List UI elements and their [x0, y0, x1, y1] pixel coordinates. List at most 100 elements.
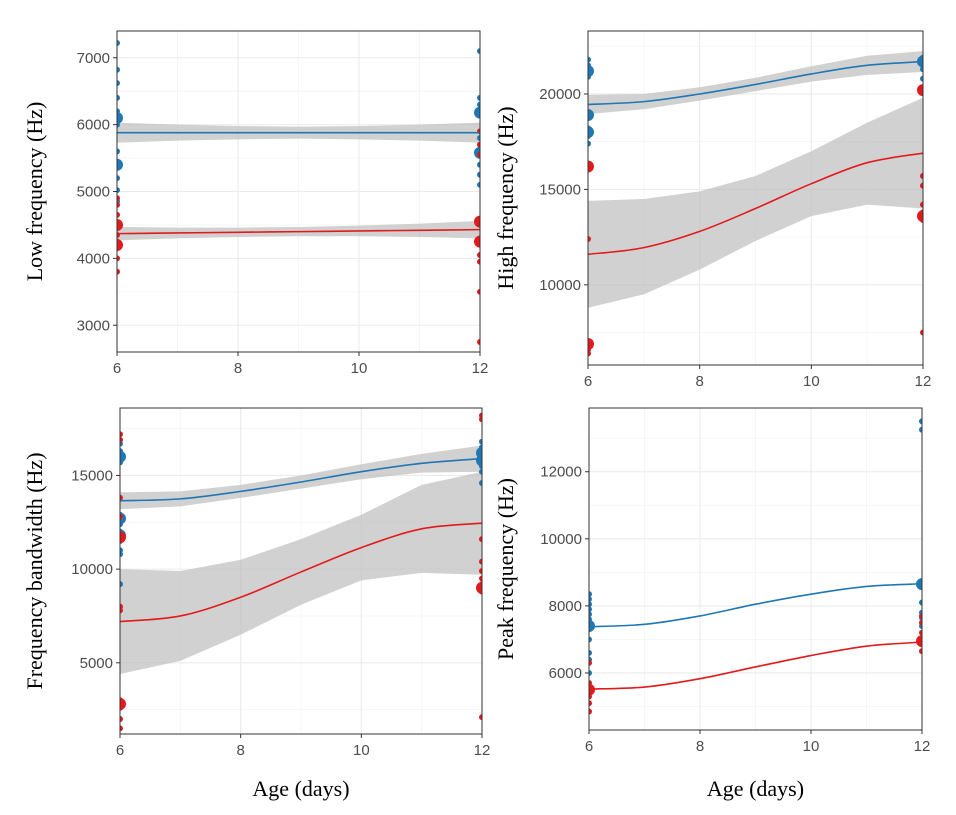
data-point-red: [117, 255, 120, 262]
y-tick-label: 5000: [80, 655, 113, 672]
data-point-blue: [477, 135, 480, 141]
data-point-red: [117, 211, 120, 218]
confidence-band-red: [117, 220, 480, 241]
y-tick-label: 10000: [539, 277, 581, 294]
data-point-blue: [919, 599, 922, 606]
data-point-blue: [117, 175, 120, 182]
data-point-red: [477, 258, 480, 265]
data-point-red: [117, 195, 120, 202]
data-point-blue: [920, 75, 923, 82]
data-point-large-red: [588, 160, 594, 173]
data-point-large-red: [916, 635, 922, 648]
panel-border: [587, 30, 924, 366]
data-point-large-red: [476, 581, 482, 594]
data-point-red: [117, 201, 120, 208]
data-point-blue: [479, 468, 482, 475]
data-point-blue: [919, 426, 922, 433]
data-point-red: [479, 558, 482, 565]
x-tick-label: 10: [351, 360, 368, 377]
data-point-red: [589, 708, 592, 715]
data-point-large-blue: [476, 454, 482, 467]
fit-line-red: [117, 228, 480, 235]
data-point-blue: [120, 551, 123, 558]
data-point-blue: [117, 94, 120, 101]
data-point-red: [588, 236, 591, 243]
data-point-red: [479, 575, 482, 582]
data-point-red: [479, 714, 482, 721]
y-tick-label: 10000: [540, 531, 582, 548]
fit-line-red: [589, 641, 922, 690]
data-point-blue: [589, 649, 592, 656]
y-axis-title: Peak frequency (Hz): [493, 478, 518, 660]
data-point-red: [477, 252, 480, 259]
data-point-red: [479, 416, 482, 423]
data-point-blue: [589, 669, 592, 676]
y-tick-label: 12000: [540, 464, 582, 481]
x-tick-label: 12: [472, 360, 489, 377]
data-point-large-red: [117, 239, 123, 251]
data-point-blue: [588, 140, 591, 147]
data-point-red: [120, 436, 123, 443]
data-point-red: [120, 431, 123, 438]
x-tick-label: 8: [234, 360, 242, 377]
x-tick-label: 6: [585, 738, 593, 755]
fit-line-blue: [589, 582, 922, 628]
y-tick-label: 20000: [539, 86, 581, 103]
fit-line-blue: [120, 457, 482, 502]
y-tick-label: 6000: [77, 117, 110, 134]
data-point-large-blue: [588, 126, 594, 139]
data-point-red: [920, 329, 923, 336]
x-axis-title: Age (days): [252, 776, 349, 801]
confidence-band-blue: [120, 445, 482, 510]
panel-frequency-bandwidth: 6 8 10 12 5000 10000 15000 Frequency bandwidth …: [22, 407, 490, 801]
data-point-large-blue: [474, 106, 480, 119]
fit-line-red: [588, 152, 923, 256]
data-point-blue: [479, 438, 482, 445]
x-tick-label: 8: [696, 738, 704, 755]
data-point-red: [919, 648, 922, 655]
data-point-blue: [919, 418, 922, 425]
fit-line-red: [120, 522, 482, 623]
data-point-blue: [117, 66, 120, 73]
data-point-large-blue: [120, 450, 126, 463]
x-tick-label: 10: [803, 738, 820, 755]
y-tick-label: 3000: [77, 317, 110, 334]
data-point-blue: [479, 479, 482, 486]
data-point-red: [920, 173, 923, 180]
data-point-large-red: [588, 338, 594, 351]
data-point-blue: [589, 636, 592, 643]
y-axis-title: Low frequency (Hz): [22, 102, 47, 282]
data-point-blue: [117, 187, 120, 194]
data-point-red: [120, 513, 123, 520]
x-axis-title: Age (days): [707, 776, 804, 801]
data-point-blue: [589, 591, 592, 598]
data-point-blue: [477, 101, 480, 108]
fit-line-blue: [588, 60, 923, 106]
plot-area: [588, 51, 923, 357]
data-point-large-red: [120, 698, 126, 711]
panel-border: [119, 407, 483, 735]
data-point-blue: [477, 48, 480, 55]
data-point-red: [477, 288, 480, 295]
panel-border: [588, 407, 923, 731]
data-point-blue: [477, 94, 480, 101]
panel-low-frequency: 6 8 10 12 3000 4000 5000 6000 7000 Low frequency …: [22, 30, 489, 377]
y-tick-label: 10000: [71, 561, 113, 578]
confidence-band-red: [588, 97, 923, 308]
x-tick-label: 8: [236, 742, 244, 759]
data-point-red: [588, 350, 591, 357]
data-point-red: [117, 268, 120, 275]
data-point-blue: [588, 56, 591, 63]
data-point-red: [120, 716, 123, 723]
data-point-blue: [117, 148, 120, 155]
y-tick-label: 4000: [77, 250, 110, 267]
data-point-large-red: [117, 218, 123, 231]
data-point-large-red: [120, 531, 126, 544]
data-point-blue: [117, 40, 120, 47]
data-point-red: [589, 700, 592, 707]
y-axis-title: High frequency (Hz): [493, 106, 518, 289]
data-point-blue: [589, 606, 592, 613]
data-point-large-red: [917, 210, 923, 223]
data-point-blue: [589, 601, 592, 608]
